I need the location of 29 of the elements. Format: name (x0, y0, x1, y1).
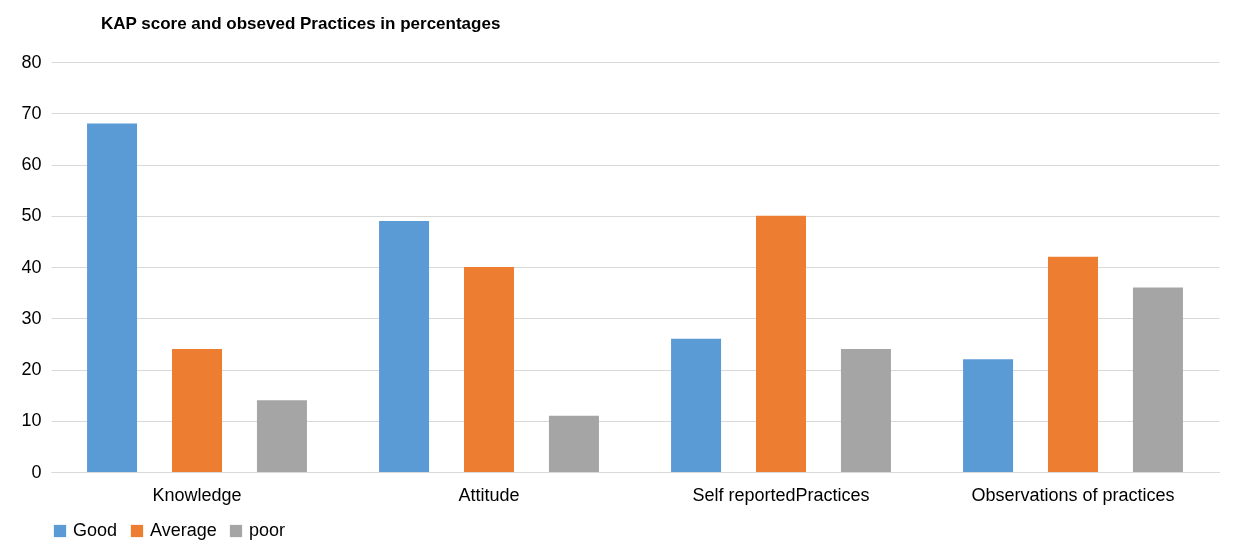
x-tick-label: Self reportedPractices (692, 484, 870, 505)
x-tick-label: Knowledge (152, 484, 242, 505)
bar (671, 338, 722, 472)
bar (1048, 256, 1098, 472)
y-tick-label: 40 (21, 256, 42, 277)
y-tick-label: 30 (21, 307, 42, 328)
bar (1132, 287, 1183, 472)
chart-title: KAP score and obseved Practices in percentages (100, 14, 501, 33)
legend-label: poor (249, 520, 286, 540)
bar (840, 349, 891, 472)
bar (256, 400, 307, 472)
y-tick-label: 50 (21, 205, 42, 226)
y-tick-label: 20 (21, 359, 42, 379)
bar (756, 215, 806, 472)
bar (172, 349, 222, 472)
y-tick-label: 70 (21, 102, 42, 123)
y-tick-label: 10 (21, 410, 42, 431)
legend-label: Good (73, 520, 118, 540)
y-tick-label: 60 (21, 154, 42, 174)
x-tick-label: Attitude (458, 484, 520, 505)
legend-label: Average (150, 520, 217, 540)
y-tick-label: 80 (21, 51, 42, 72)
bar (963, 359, 1014, 472)
bar (87, 123, 138, 472)
x-tick-label: Observations of practices (971, 484, 1175, 505)
y-tick-label: 0 (31, 461, 42, 482)
bar (379, 220, 430, 472)
bar (464, 267, 514, 472)
bar (548, 415, 599, 472)
